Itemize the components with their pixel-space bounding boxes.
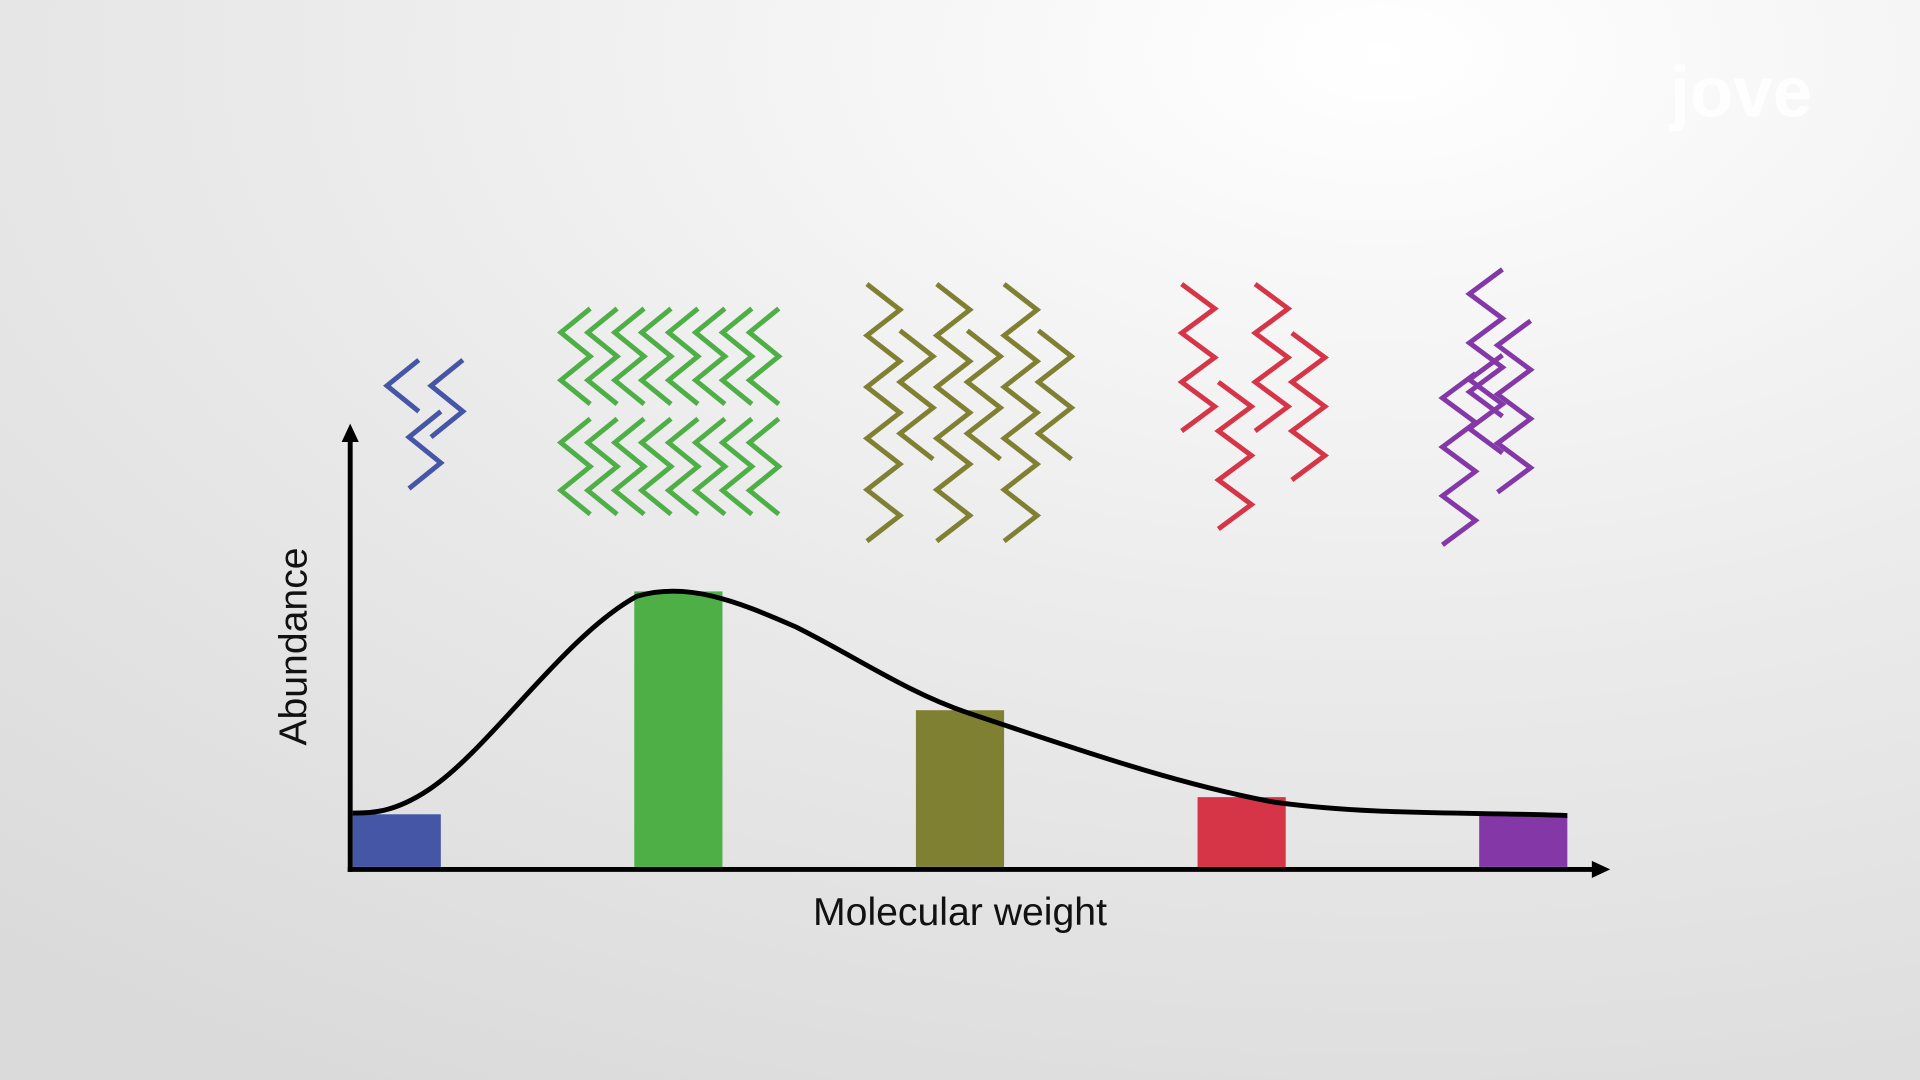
molecule-chain bbox=[1287, 331, 1330, 482]
molecule-chain bbox=[1493, 318, 1535, 495]
molecule-chain bbox=[583, 416, 622, 517]
bar bbox=[915, 710, 1005, 867]
molecule-chain bbox=[745, 306, 783, 406]
x-axis-arrow bbox=[1591, 860, 1611, 878]
y-axis-arrow bbox=[341, 423, 359, 443]
molecule-chain bbox=[664, 416, 702, 517]
molecule-chain bbox=[1000, 282, 1042, 544]
molecule-chain bbox=[610, 416, 648, 517]
molecule-chain bbox=[1177, 282, 1219, 433]
molecule-chain bbox=[610, 306, 648, 406]
molecule-chain bbox=[896, 328, 938, 462]
molecule-chain bbox=[691, 416, 729, 517]
logo: jove bbox=[1668, 54, 1812, 133]
molecule-chain bbox=[383, 358, 421, 414]
molecule-chain bbox=[1034, 328, 1076, 462]
molecule-chain bbox=[427, 358, 467, 440]
molecule-chain bbox=[405, 409, 445, 491]
molecule-chain bbox=[1438, 371, 1480, 547]
x-axis-label: Molecular weight bbox=[813, 891, 1107, 934]
molecule-chain bbox=[637, 416, 675, 517]
bar bbox=[352, 814, 441, 867]
molecule-chain bbox=[1250, 282, 1293, 433]
molecule-chain bbox=[745, 416, 783, 517]
y-axis-label: Abundance bbox=[273, 547, 316, 745]
molecule-chain bbox=[963, 328, 1005, 462]
molecule-chain bbox=[1214, 380, 1256, 531]
molecule-chain bbox=[691, 306, 729, 406]
molecule-chain bbox=[556, 416, 595, 517]
bars bbox=[352, 591, 1568, 867]
molecule-chain bbox=[718, 416, 756, 517]
bar bbox=[1479, 815, 1568, 867]
molecule-chain bbox=[583, 306, 622, 406]
molecule-chain bbox=[862, 282, 904, 544]
molecule-chain bbox=[556, 306, 595, 406]
molecule-chain bbox=[932, 282, 974, 544]
molecule-chain bbox=[718, 306, 756, 406]
molecules bbox=[383, 267, 1535, 547]
molecule-chain bbox=[664, 306, 702, 406]
distribution-curve bbox=[352, 588, 1568, 818]
bar bbox=[634, 591, 723, 867]
molecule-chain bbox=[1465, 267, 1507, 419]
bar bbox=[1197, 797, 1286, 867]
molecule-chain bbox=[637, 306, 675, 406]
molecule-chain bbox=[1465, 353, 1507, 456]
